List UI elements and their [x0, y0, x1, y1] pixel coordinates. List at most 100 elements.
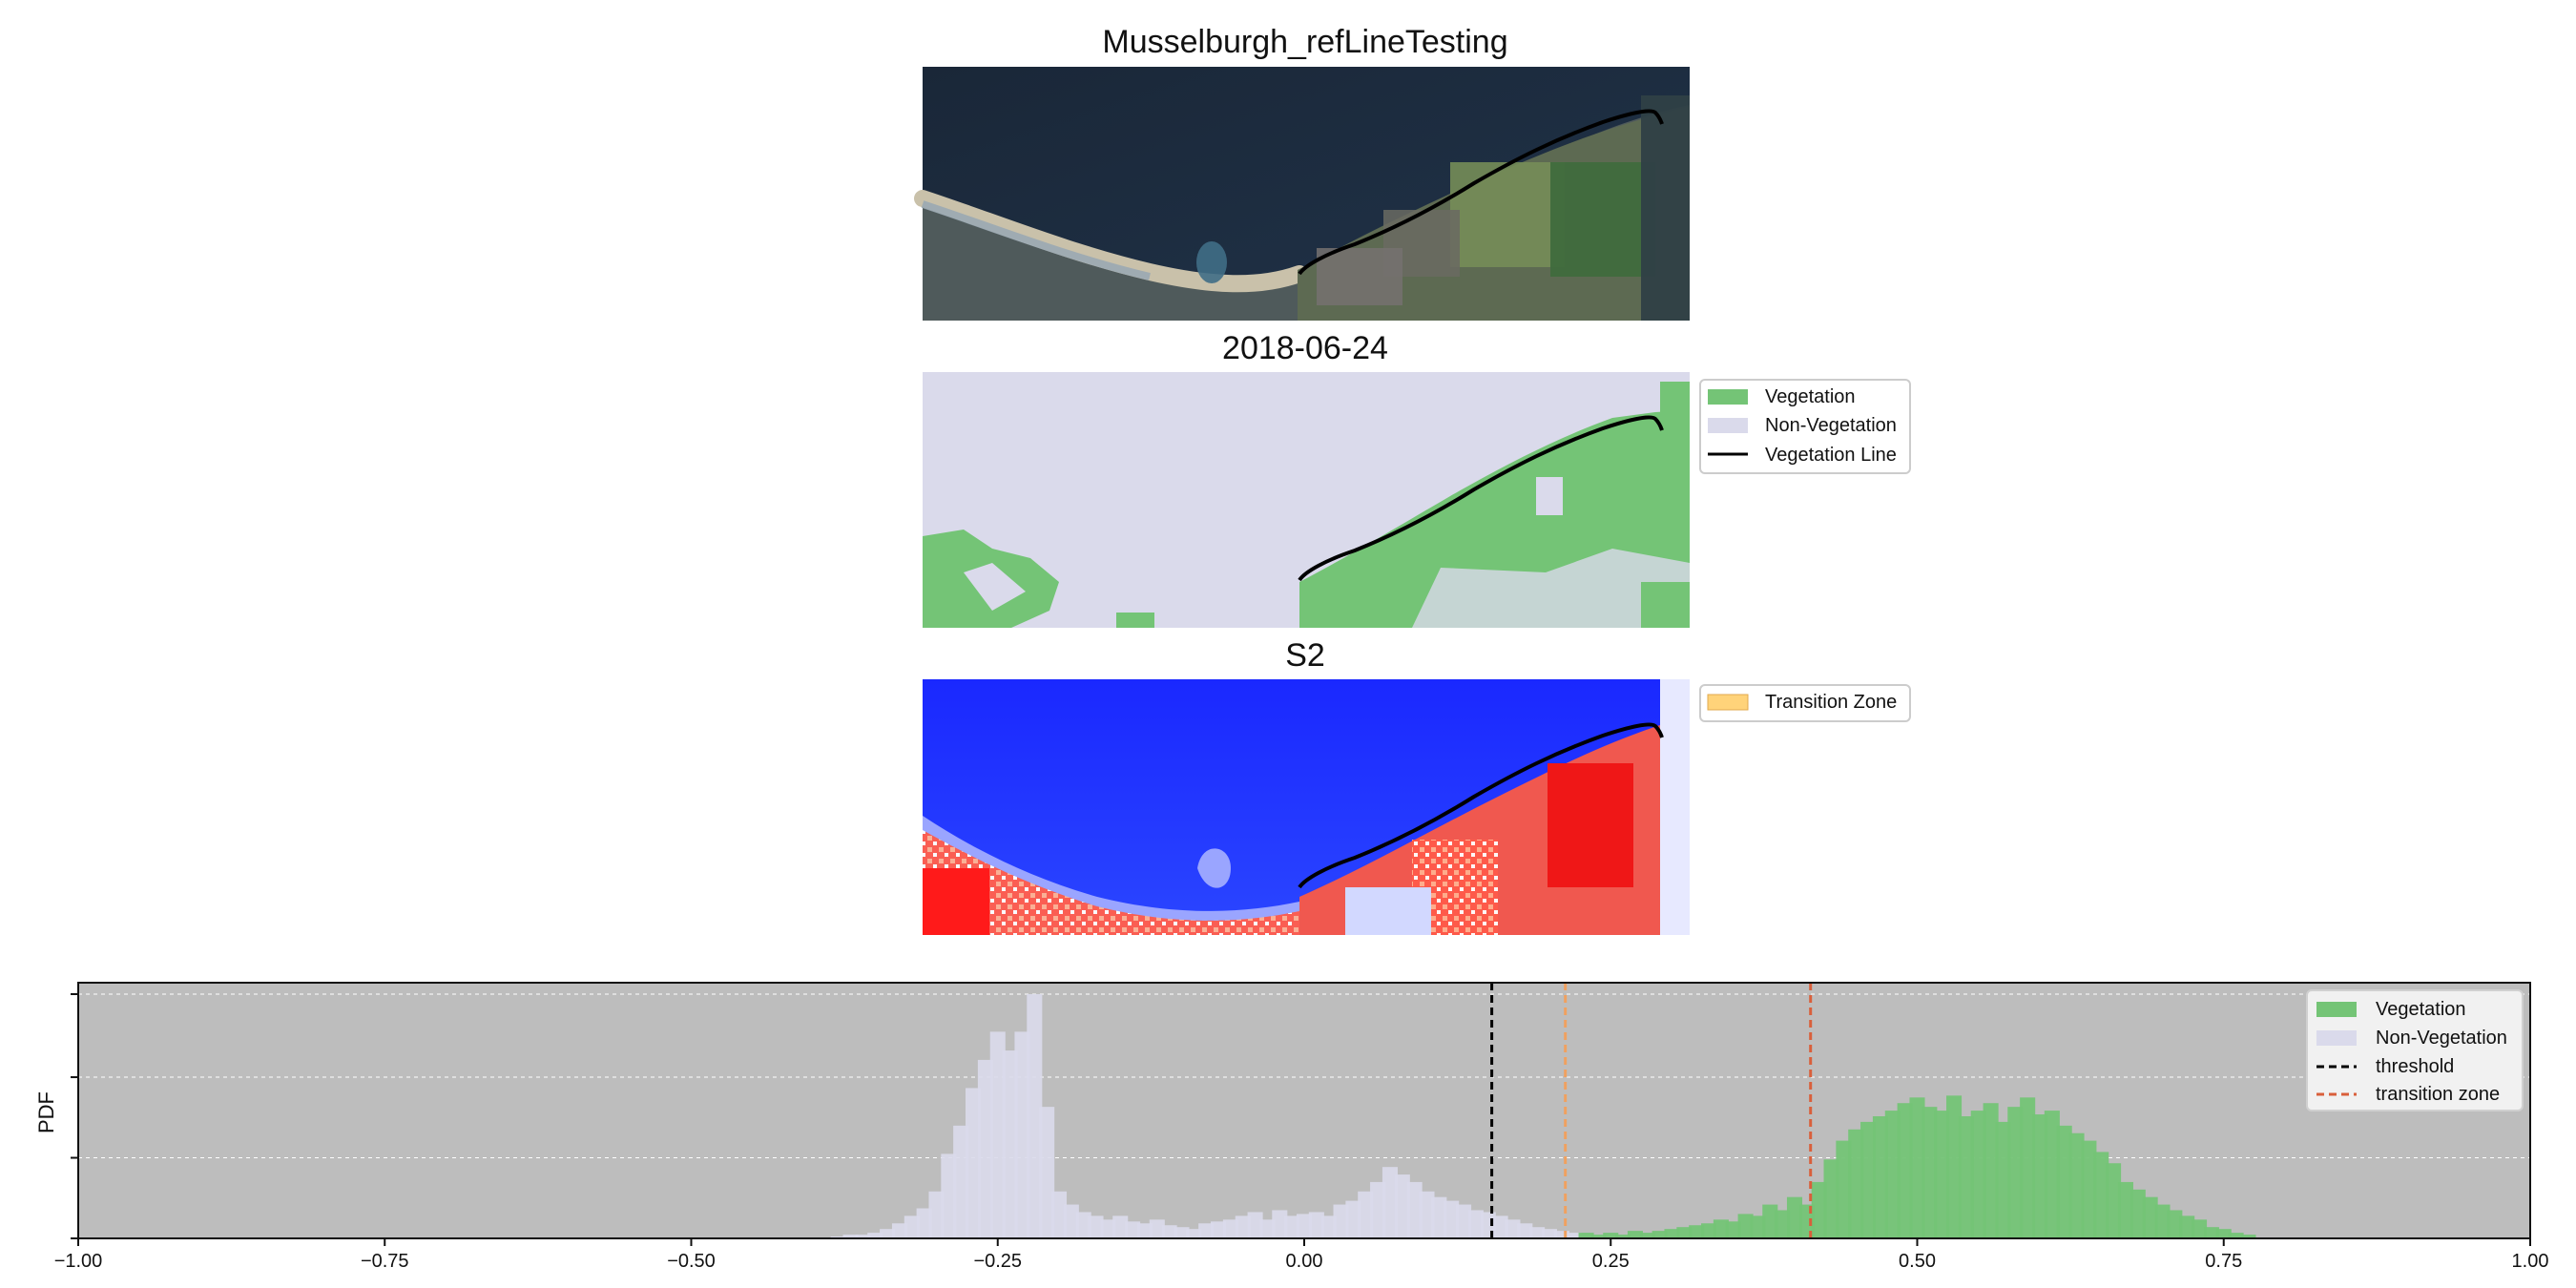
histogram-bar-vegetation — [1909, 1097, 1925, 1238]
histogram-bar-vegetation — [1872, 1116, 1888, 1238]
class-legend-nonveg-label: Non-Vegetation — [1765, 415, 1897, 436]
histogram-bar-vegetation — [1639, 1233, 1655, 1238]
histogram-reference-lines — [1490, 983, 1813, 1238]
histogram-bar-non-vegetation — [1505, 1219, 1521, 1238]
histogram-bar-non-vegetation — [928, 1191, 945, 1238]
histogram-bar-non-vegetation — [1381, 1167, 1398, 1238]
class-legend-line-label: Vegetation Line — [1765, 445, 1897, 466]
histogram-bar-vegetation — [1836, 1140, 1852, 1238]
histogram-bar-vegetation — [1737, 1214, 1754, 1238]
index-vegetation-line — [1298, 722, 1664, 889]
histogram-bar-non-vegetation — [1333, 1204, 1349, 1238]
histogram-bar-vegetation — [2167, 1210, 2183, 1238]
histogram-bar-non-vegetation — [1345, 1200, 1361, 1238]
histogram-bar-vegetation — [2007, 1107, 2024, 1238]
histogram-bar-non-vegetation — [1014, 1031, 1030, 1238]
rgb-vegetation-line — [1298, 109, 1664, 276]
histogram-bar-vegetation — [2106, 1163, 2122, 1238]
histogram-legend-nonveg-swatch — [2316, 1030, 2357, 1046]
class-legend-vegetation-label: Vegetation — [1765, 386, 1856, 407]
histogram-bar-non-vegetation — [1161, 1225, 1177, 1238]
histogram-bar-vegetation — [1615, 1235, 1631, 1238]
histogram-plot-area — [78, 983, 2530, 1238]
histogram-bar-non-vegetation — [1272, 1210, 1288, 1238]
histogram-x-ticks: −1.00 −0.75 −0.50 −0.25 0.00 0.25 0.50 0.75 1.00 — [54, 1238, 2548, 1272]
histogram-x-tick-label: 0.75 — [2205, 1251, 2242, 1272]
histogram-bar-vegetation — [1627, 1231, 1643, 1238]
histogram-bar-vegetation — [1946, 1095, 1963, 1238]
histogram-bar-non-vegetation — [1063, 1204, 1079, 1238]
histogram-x-tick-label: 0.00 — [1286, 1251, 1323, 1272]
histogram-bar-vegetation — [1884, 1111, 1901, 1238]
histogram-bar-non-vegetation — [1308, 1212, 1324, 1238]
histogram-bar-non-vegetation — [1050, 1191, 1068, 1238]
histogram-bar-vegetation — [1762, 1204, 1778, 1238]
histogram-bar-vegetation — [1811, 1181, 1827, 1238]
histogram-legend-vegetation-label: Vegetation — [2376, 999, 2466, 1020]
histogram-bar-non-vegetation — [916, 1208, 932, 1238]
histogram-legend-threshold-label: threshold — [2376, 1056, 2454, 1077]
class-legend-vegetation-swatch — [1708, 389, 1748, 405]
index-map — [923, 679, 1690, 935]
histogram-bar-vegetation — [1713, 1219, 1729, 1238]
histogram-bar-non-vegetation — [1370, 1181, 1386, 1238]
histogram-bar-vegetation — [1995, 1121, 2011, 1238]
histogram-bar-non-vegetation — [1027, 994, 1043, 1238]
histogram-bar-vegetation — [1701, 1223, 1717, 1238]
histogram-bar-vegetation — [2056, 1125, 2072, 1238]
histogram-bar-vegetation — [2093, 1152, 2109, 1238]
histogram-bar-vegetation — [2192, 1219, 2208, 1238]
histogram-bar-vegetation — [1983, 1103, 1999, 1238]
histogram-bar-non-vegetation — [1247, 1212, 1263, 1238]
histogram-x-tick-label: 0.25 — [1592, 1251, 1630, 1272]
histogram-bar-non-vegetation — [1394, 1174, 1410, 1238]
class-legend-nonveg-swatch — [1708, 418, 1748, 433]
histogram-legend-nonveg-label: Non-Vegetation — [2376, 1028, 2507, 1049]
histogram-legend-transition-label: transition zone — [2376, 1084, 2500, 1105]
histogram-bar-non-vegetation — [1320, 1215, 1337, 1238]
histogram-bar-vegetation — [1786, 1196, 1803, 1238]
histogram-bar-non-vegetation — [1112, 1215, 1129, 1238]
histogram-bar-non-vegetation — [1431, 1196, 1447, 1238]
histogram-chart: −1.00 −0.75 −0.50 −0.25 0.00 0.25 0.50 0.75 1.00… — [34, 982, 2548, 1272]
histogram-bar-vegetation — [2020, 1097, 2036, 1238]
histogram-x-tick-label: −0.75 — [361, 1251, 409, 1272]
index-legend-transition-label: Transition Zone — [1765, 692, 1897, 713]
histogram-bar-non-vegetation — [989, 1031, 1006, 1238]
histogram-bar-vegetation — [1922, 1107, 1938, 1238]
histogram-bar-non-vegetation — [1467, 1210, 1484, 1238]
histogram-bar-non-vegetation — [1456, 1204, 1472, 1238]
classification-map — [923, 372, 1690, 628]
histogram-bar-non-vegetation — [1541, 1229, 1558, 1238]
classification-panel: 2018-06-24 — [923, 330, 1690, 628]
histogram-bar-vegetation — [1664, 1229, 1680, 1238]
histogram-bar-vegetation — [2142, 1196, 2158, 1238]
histogram-bar-non-vegetation — [867, 1233, 883, 1238]
histogram-bar-non-vegetation — [1492, 1215, 1508, 1238]
rgb-panel: Musselburgh_refLineTesting — [914, 24, 1690, 321]
histogram-bar-vegetation — [2240, 1235, 2256, 1238]
histogram-bar-non-vegetation — [1259, 1219, 1276, 1238]
histogram-bar-vegetation — [2068, 1132, 2085, 1238]
histogram-bar-vegetation — [2228, 1233, 2244, 1238]
histogram-bar-vegetation — [2081, 1140, 2097, 1238]
histogram-bar-non-vegetation — [1358, 1191, 1374, 1238]
histogram-bar-non-vegetation — [1186, 1229, 1202, 1238]
histogram-bar-vegetation — [1590, 1235, 1607, 1238]
histogram-x-tick-label: −1.00 — [54, 1251, 103, 1272]
histogram-bar-non-vegetation — [1517, 1223, 1533, 1238]
histogram-bar-non-vegetation — [1002, 1050, 1018, 1238]
histogram-bars — [830, 994, 2256, 1238]
histogram-x-tick-label: −0.25 — [973, 1251, 1022, 1272]
histogram-bar-vegetation — [2129, 1189, 2146, 1238]
rgb-panel-title: Musselburgh_refLineTesting — [1102, 24, 1507, 60]
histogram-bar-vegetation — [1958, 1116, 1974, 1238]
index-panel: S2 — [923, 637, 1690, 935]
histogram-bar-non-vegetation — [941, 1153, 957, 1238]
index-panel-title: S2 — [1285, 637, 1325, 674]
rgb-image — [914, 67, 1690, 321]
histogram-bar-non-vegetation — [1566, 1233, 1582, 1238]
histogram-bar-non-vegetation — [1419, 1191, 1435, 1238]
histogram-x-tick-label: 0.50 — [1899, 1251, 1936, 1272]
